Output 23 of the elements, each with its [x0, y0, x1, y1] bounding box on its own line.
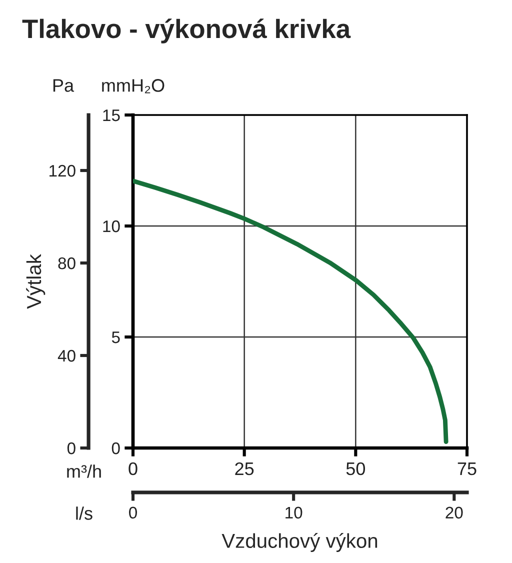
y2-axis-title: Výtlak [26, 254, 46, 309]
x2-tick-label: 20 [446, 506, 463, 519]
y-tick-label: 10 [103, 220, 120, 232]
y-tick-label: 15 [103, 110, 120, 122]
x2-tick-label: 10 [286, 506, 302, 519]
text: m³/h [67, 464, 101, 478]
y2-tick-label: 0 [67, 442, 76, 454]
text: Pa [53, 79, 74, 92]
text: mmH₂O [102, 79, 164, 94]
x-tick-label: 50 [346, 462, 366, 476]
y2-tick-label: 120 [50, 164, 76, 177]
y-tick-label: 5 [112, 332, 120, 344]
y2-tick-label: 80 [58, 257, 76, 270]
text: l/s [76, 506, 92, 520]
y-tick-label: 0 [112, 442, 120, 454]
y2-tick-label: 40 [58, 350, 76, 362]
line-series [133, 178, 448, 444]
x-axis-title: Vzduchový výkon [222, 532, 378, 552]
x-tick-label: 0 [128, 462, 138, 476]
x-tick-label: 25 [235, 462, 254, 476]
x-tick-label: 75 [458, 462, 476, 476]
x2-tick-label: 0 [129, 506, 137, 519]
chart-title: Tlakovo - výkonová krivka [22, 18, 351, 44]
